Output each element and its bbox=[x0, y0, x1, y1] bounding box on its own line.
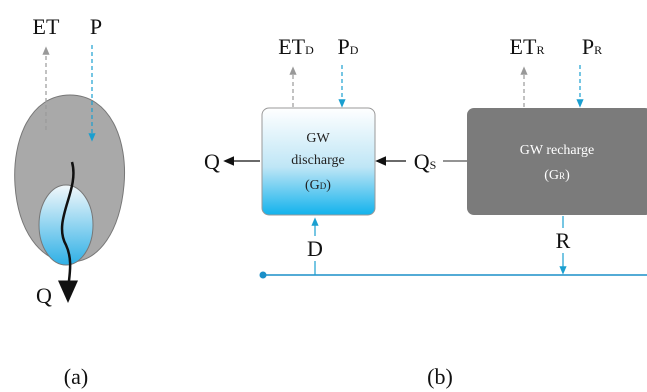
line-start bbox=[260, 272, 267, 279]
p-label: P bbox=[90, 14, 102, 39]
et-label: ET bbox=[33, 14, 60, 39]
qs-sub: S bbox=[430, 158, 437, 172]
et-d-label: ETD bbox=[278, 34, 314, 59]
et-d-sub: D bbox=[305, 43, 314, 57]
caption-b: (b) bbox=[427, 364, 453, 389]
p-d-sub: D bbox=[350, 43, 359, 57]
symbol-close: ) bbox=[326, 178, 331, 193]
symbol-open: (G bbox=[305, 178, 320, 193]
q-label: Q bbox=[204, 149, 220, 174]
recharge-line1: GW recharge bbox=[520, 143, 595, 158]
p-r-label: PR bbox=[582, 34, 602, 59]
symbol-open: (G bbox=[544, 168, 559, 183]
qs-main: Q bbox=[414, 149, 430, 174]
et-d-main: ET bbox=[278, 34, 305, 59]
discharge-line1: GW bbox=[306, 131, 330, 146]
symbol-close: ) bbox=[565, 168, 570, 183]
et-r-label: ETR bbox=[510, 34, 545, 59]
diagram: ET P Q (a) ETD PD GW discharge (GD) Q QS… bbox=[0, 0, 647, 392]
discharge-symbol: (GD) bbox=[305, 178, 331, 193]
qs-label: QS bbox=[414, 149, 437, 174]
p-r-sub: R bbox=[594, 43, 602, 57]
discharge-line2: discharge bbox=[291, 153, 344, 168]
p-d-main: P bbox=[338, 34, 350, 59]
p-r-main: P bbox=[582, 34, 594, 59]
r-label: R bbox=[556, 228, 571, 253]
d-label: D bbox=[307, 236, 323, 261]
aquifer bbox=[39, 185, 93, 265]
recharge-symbol: (GR) bbox=[544, 168, 570, 183]
et-r-main: ET bbox=[510, 34, 537, 59]
p-d-label: PD bbox=[338, 34, 359, 59]
recharge-box bbox=[467, 108, 647, 215]
et-r-sub: R bbox=[536, 43, 544, 57]
caption-a: (a) bbox=[64, 364, 88, 389]
q-label: Q bbox=[36, 283, 52, 308]
